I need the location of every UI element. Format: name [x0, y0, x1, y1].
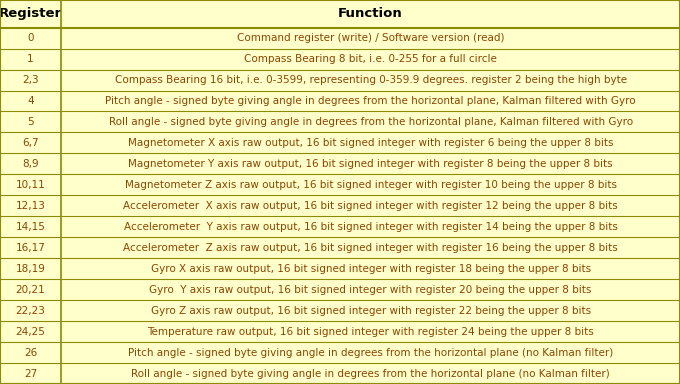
Text: Command register (write) / Software version (read): Command register (write) / Software vers…: [237, 33, 505, 43]
Text: 4: 4: [27, 96, 34, 106]
Text: Register: Register: [0, 7, 62, 20]
Text: 16,17: 16,17: [16, 243, 46, 253]
Text: Function: Function: [338, 7, 403, 20]
Text: Pitch angle - signed byte giving angle in degrees from the horizontal plane, Kal: Pitch angle - signed byte giving angle i…: [105, 96, 636, 106]
Text: 26: 26: [24, 348, 37, 358]
Text: 12,13: 12,13: [16, 201, 46, 211]
Text: Accelerometer  X axis raw output, 16 bit signed integer with register 12 being t: Accelerometer X axis raw output, 16 bit …: [123, 201, 618, 211]
Text: Compass Bearing 16 bit, i.e. 0-3599, representing 0-359.9 degrees. register 2 be: Compass Bearing 16 bit, i.e. 0-3599, rep…: [114, 75, 627, 85]
Text: Compass Bearing 8 bit, i.e. 0-255 for a full circle: Compass Bearing 8 bit, i.e. 0-255 for a …: [244, 54, 497, 64]
Text: 8,9: 8,9: [22, 159, 39, 169]
Text: Accelerometer  Z axis raw output, 16 bit signed integer with register 16 being t: Accelerometer Z axis raw output, 16 bit …: [123, 243, 618, 253]
Text: Pitch angle - signed byte giving angle in degrees from the horizontal plane (no : Pitch angle - signed byte giving angle i…: [128, 348, 613, 358]
Text: Gyro Z axis raw output, 16 bit signed integer with register 22 being the upper 8: Gyro Z axis raw output, 16 bit signed in…: [150, 306, 591, 316]
Text: Gyro X axis raw output, 16 bit signed integer with register 18 being the upper 8: Gyro X axis raw output, 16 bit signed in…: [150, 264, 591, 274]
Text: 27: 27: [24, 369, 37, 379]
Text: 5: 5: [27, 117, 34, 127]
Text: 22,23: 22,23: [16, 306, 46, 316]
Text: 14,15: 14,15: [16, 222, 46, 232]
Text: 20,21: 20,21: [16, 285, 46, 295]
Text: 2,3: 2,3: [22, 75, 39, 85]
Text: Magnetometer X axis raw output, 16 bit signed integer with register 6 being the : Magnetometer X axis raw output, 16 bit s…: [128, 138, 613, 148]
Text: Accelerometer  Y axis raw output, 16 bit signed integer with register 14 being t: Accelerometer Y axis raw output, 16 bit …: [124, 222, 617, 232]
Text: 10,11: 10,11: [16, 180, 46, 190]
Text: 18,19: 18,19: [16, 264, 46, 274]
Text: 6,7: 6,7: [22, 138, 39, 148]
Text: Gyro  Y axis raw output, 16 bit signed integer with register 20 being the upper : Gyro Y axis raw output, 16 bit signed in…: [150, 285, 592, 295]
Text: Magnetometer Y axis raw output, 16 bit signed integer with register 8 being the : Magnetometer Y axis raw output, 16 bit s…: [129, 159, 613, 169]
Text: 24,25: 24,25: [16, 327, 46, 337]
Text: Magnetometer Z axis raw output, 16 bit signed integer with register 10 being the: Magnetometer Z axis raw output, 16 bit s…: [124, 180, 617, 190]
Text: Roll angle - signed byte giving angle in degrees from the horizontal plane (no K: Roll angle - signed byte giving angle in…: [131, 369, 610, 379]
Text: 0: 0: [27, 33, 34, 43]
Text: 1: 1: [27, 54, 34, 64]
Text: Temperature raw output, 16 bit signed integer with register 24 being the upper 8: Temperature raw output, 16 bit signed in…: [148, 327, 594, 337]
Text: Roll angle - signed byte giving angle in degrees from the horizontal plane, Kalm: Roll angle - signed byte giving angle in…: [109, 117, 632, 127]
